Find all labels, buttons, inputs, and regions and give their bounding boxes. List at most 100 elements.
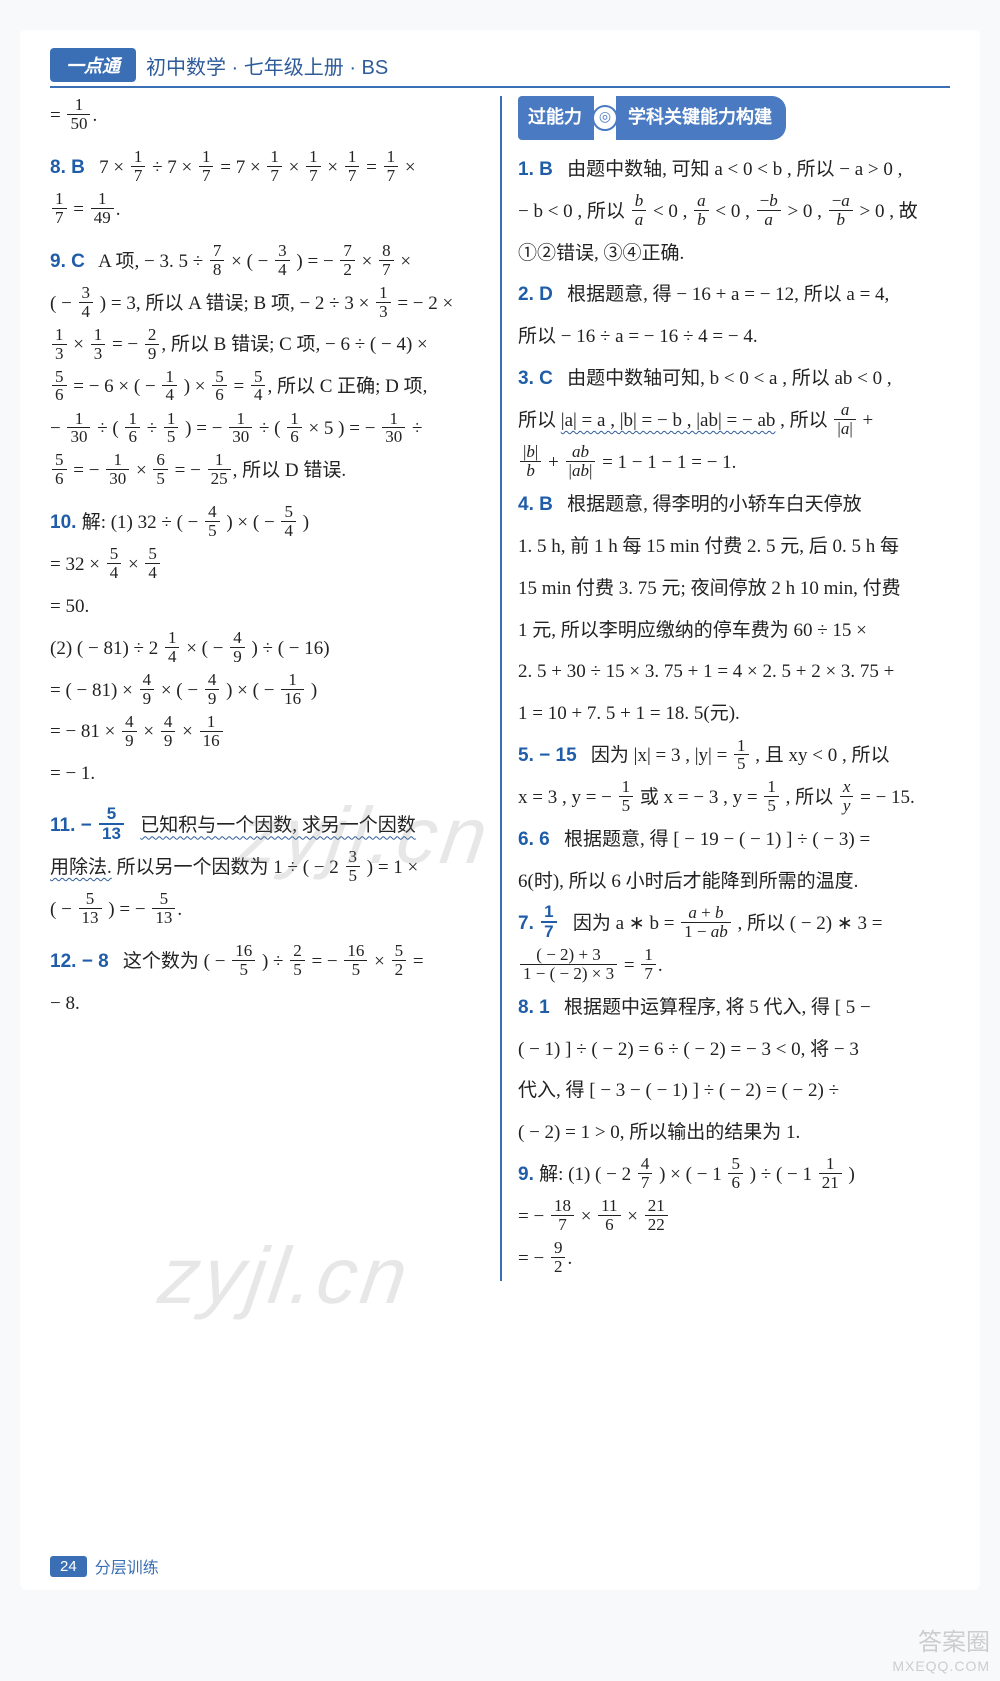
question-number: 7. bbox=[518, 913, 539, 934]
left-column: = 150. 8. B 7 × 17 ÷ 7 × 17 = 7 × 17 × 1… bbox=[50, 96, 500, 1281]
text: ÷ 7 × bbox=[147, 157, 197, 178]
question-number: 11. bbox=[50, 815, 81, 836]
text: A 项, − 3. 5 ÷ bbox=[98, 251, 208, 272]
eq-line: 1 = 10 + 7. 5 + 1 = 18. 5(元). bbox=[518, 694, 950, 734]
text: = − bbox=[307, 951, 343, 972]
header-tab: 一点通 bbox=[50, 48, 136, 82]
text: , 且 xy < 0 , 所以 bbox=[751, 745, 890, 766]
eq-line: = − 81 × 49 × 49 × 116 bbox=[50, 712, 484, 752]
eq-line: − 8. bbox=[50, 984, 484, 1024]
question-number: 12. bbox=[50, 951, 82, 972]
text: × bbox=[576, 1206, 596, 1227]
text: = − 15. bbox=[855, 787, 914, 808]
answer: 6 bbox=[539, 829, 550, 850]
text: . bbox=[116, 199, 121, 220]
text: < 0 , bbox=[648, 201, 692, 222]
text: ) = 3, 所以 A 错误; B 项, − 2 ÷ 3 × bbox=[95, 293, 374, 314]
right-column: 过能力 ◎ 学科关键能力构建 1. B 由题中数轴, 可知 a < 0 < b … bbox=[500, 96, 950, 1281]
eq-line: = − 187 × 116 × 2122 bbox=[518, 1197, 950, 1237]
text: = ( − 81) × bbox=[50, 680, 138, 701]
text: 根据题意, 得 [ − 19 − ( − 1) ] ÷ ( − 3) = bbox=[564, 829, 870, 850]
eq-line: 17 = 149. bbox=[50, 190, 484, 230]
text: 解: (1) 32 ÷ ( − bbox=[82, 512, 203, 533]
q6: 6. 6 根据题意, 得 [ − 19 − ( − 1) ] ÷ ( − 3) … bbox=[518, 820, 950, 860]
eq-line: = 50. bbox=[50, 587, 484, 627]
banner-left: 过能力 bbox=[518, 96, 594, 140]
text: , 所以 B 错误; C 项, − 6 ÷ ( − 4) × bbox=[161, 334, 427, 355]
eq-line: = − 92. bbox=[518, 1239, 950, 1279]
eq-line: = − 1. bbox=[50, 754, 484, 794]
underlined-text: 用除法. bbox=[50, 857, 112, 878]
text: . bbox=[567, 1248, 572, 1269]
question-number: 9. C bbox=[50, 251, 85, 272]
answer: − 15 bbox=[539, 745, 577, 766]
text: − bbox=[50, 418, 65, 439]
text: = − bbox=[518, 1248, 549, 1269]
eq-line: (2) ( − 81) ÷ 2 14 × ( − 49 ) ÷ ( − 16) bbox=[50, 629, 484, 669]
footer-label: 分层训练 bbox=[95, 1554, 159, 1578]
text: ) = − bbox=[104, 899, 151, 920]
text: 因为 |x| = 3 , |y| = bbox=[591, 745, 732, 766]
text: < 0 , bbox=[711, 201, 755, 222]
text: 所以 bbox=[518, 410, 561, 431]
corner-watermark: 答案圈 MXEQQ.COM bbox=[892, 1629, 990, 1675]
question-number: 1. B bbox=[518, 159, 553, 180]
text: 根据题中运算程序, 将 5 代入, 得 [ 5 − bbox=[564, 997, 871, 1018]
text: . bbox=[92, 105, 97, 126]
text: × bbox=[131, 460, 151, 481]
text: × bbox=[357, 251, 377, 272]
text: , 所以 D 错误. bbox=[233, 460, 346, 481]
eq-line: − b < 0 , 所以 ba < 0 , ab < 0 , −ba > 0 ,… bbox=[518, 192, 950, 232]
text: ) = − bbox=[292, 251, 339, 272]
question-number: 10. bbox=[50, 512, 82, 533]
text: = − bbox=[170, 460, 206, 481]
q9r: 9. 解: (1) ( − 2 47 ) × ( − 1 56 ) ÷ ( − … bbox=[518, 1155, 950, 1195]
text: = − 6 × ( − bbox=[69, 376, 161, 397]
text: 这个数为 ( − bbox=[123, 951, 230, 972]
eq-line: 用除法. 所以另一个因数为 1 ÷ ( − 2 35 ) = 1 × bbox=[50, 848, 484, 888]
q8: 8. B 7 × 17 ÷ 7 × 17 = 7 × 17 × 17 × 17 … bbox=[50, 148, 484, 188]
text: ) = 1 × bbox=[362, 857, 418, 878]
text: + bbox=[543, 452, 563, 473]
text: ÷ ( bbox=[92, 418, 123, 439]
text: MXEQQ.COM bbox=[892, 1658, 990, 1675]
text: × bbox=[139, 721, 159, 742]
eq-line: 所以 |a| = a , |b| = − b , |ab| = − ab , 所… bbox=[518, 401, 950, 441]
text: 根据题意, 得李明的小轿车白天停放 bbox=[567, 494, 862, 515]
text: , 所以 bbox=[775, 410, 832, 431]
header: 一点通 初中数学 · 七年级上册 · BS bbox=[50, 48, 950, 82]
q2: 2. D 根据题意, 得 − 16 + a = − 12, 所以 a = 4, bbox=[518, 275, 950, 315]
eq-line: 56 = − 6 × ( − 14 ) × 56 = 54, 所以 C 正确; … bbox=[50, 367, 484, 407]
text: = bbox=[69, 199, 89, 220]
text: . bbox=[177, 899, 182, 920]
text: = 32 × bbox=[50, 554, 105, 575]
text: ) bbox=[844, 1164, 855, 1185]
eq-line: = ( − 81) × 49 × ( − 49 ) × ( − 116 ) bbox=[50, 671, 484, 711]
text: (2) ( − 81) ÷ 2 bbox=[50, 638, 163, 659]
text: × bbox=[623, 1206, 643, 1227]
text: − bbox=[81, 815, 97, 836]
text: × bbox=[323, 157, 343, 178]
eq-line: ( − 1) ] ÷ ( − 2) = 6 ÷ ( − 2) = − 3 < 0… bbox=[518, 1030, 950, 1070]
banner-right: 学科关键能力构建 bbox=[616, 96, 786, 140]
text: × ( − bbox=[181, 638, 228, 659]
fraction: 150 bbox=[67, 96, 90, 133]
text: ) ÷ ( − 16) bbox=[247, 638, 330, 659]
text: 所以另一个因数为 1 ÷ ( − 2 bbox=[112, 857, 344, 878]
text: 答案圈 bbox=[892, 1629, 990, 1658]
eq-line: 56 = − 130 × 65 = − 125, 所以 D 错误. bbox=[50, 451, 484, 491]
eq-line: ①②错误, ③④正确. bbox=[518, 234, 950, 274]
eq-line: ( − 2) = 1 > 0, 所以输出的结果为 1. bbox=[518, 1113, 950, 1153]
header-title: 初中数学 · 七年级上册 · BS bbox=[146, 51, 388, 80]
eq-line: = 150. bbox=[50, 96, 484, 136]
text: × ( − bbox=[226, 251, 273, 272]
text: 解: (1) ( − 2 bbox=[539, 1164, 636, 1185]
question-number: 8. bbox=[518, 997, 539, 1018]
text: × bbox=[69, 334, 89, 355]
page-number: 24 bbox=[50, 1556, 87, 1577]
question-number: 9. bbox=[518, 1164, 539, 1185]
text: ) × ( − bbox=[222, 512, 280, 533]
target-icon: ◎ bbox=[592, 105, 618, 131]
answer: − 8 bbox=[82, 951, 109, 972]
underlined-text: |a| = a , |b| = − b , |ab| = − ab bbox=[561, 410, 776, 431]
